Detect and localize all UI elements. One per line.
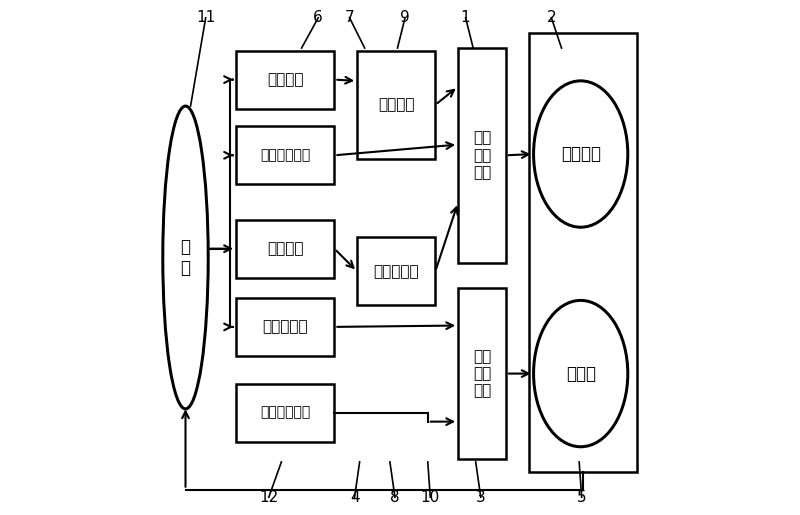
Bar [529, 33, 638, 472]
Ellipse shape [162, 106, 208, 409]
Text: 8: 8 [390, 490, 400, 505]
Bar [236, 126, 334, 184]
Text: 11: 11 [196, 10, 215, 25]
Text: 5: 5 [577, 490, 586, 505]
Ellipse shape [534, 81, 628, 227]
Text: 3: 3 [476, 490, 486, 505]
Text: 4: 4 [350, 490, 359, 505]
Text: 2: 2 [546, 10, 556, 25]
Text: 排液泵: 排液泵 [566, 365, 596, 383]
Ellipse shape [534, 300, 628, 447]
Text: 光敏电阻: 光敏电阻 [378, 97, 414, 112]
Text: 7: 7 [345, 10, 354, 25]
Text: 9: 9 [400, 10, 410, 25]
Text: 1: 1 [461, 10, 470, 25]
Text: 定时拨码器: 定时拨码器 [374, 264, 419, 279]
Text: 电气保护装置: 电气保护装置 [260, 406, 310, 420]
Bar [357, 50, 435, 159]
Bar [458, 48, 506, 263]
Text: 10: 10 [421, 490, 440, 505]
Text: 6: 6 [314, 10, 323, 25]
Bar [236, 298, 334, 356]
Bar [458, 288, 506, 459]
Bar [236, 50, 334, 109]
Text: 送气开关: 送气开关 [267, 241, 303, 256]
Text: 光控开关: 光控开关 [267, 72, 303, 87]
Text: 送气电机: 送气电机 [561, 145, 601, 163]
Bar [236, 384, 334, 442]
Text: 水位传感器: 水位传感器 [262, 319, 308, 334]
Bar [236, 219, 334, 278]
Text: 手动风机开关: 手动风机开关 [260, 148, 310, 162]
Text: 电
源: 电 源 [181, 238, 190, 277]
Text: 排液
控制
系统: 排液 控制 系统 [473, 349, 491, 399]
Text: 12: 12 [259, 490, 278, 505]
Text: 送气
控制
系统: 送气 控制 系统 [473, 130, 491, 180]
Bar [357, 237, 435, 305]
